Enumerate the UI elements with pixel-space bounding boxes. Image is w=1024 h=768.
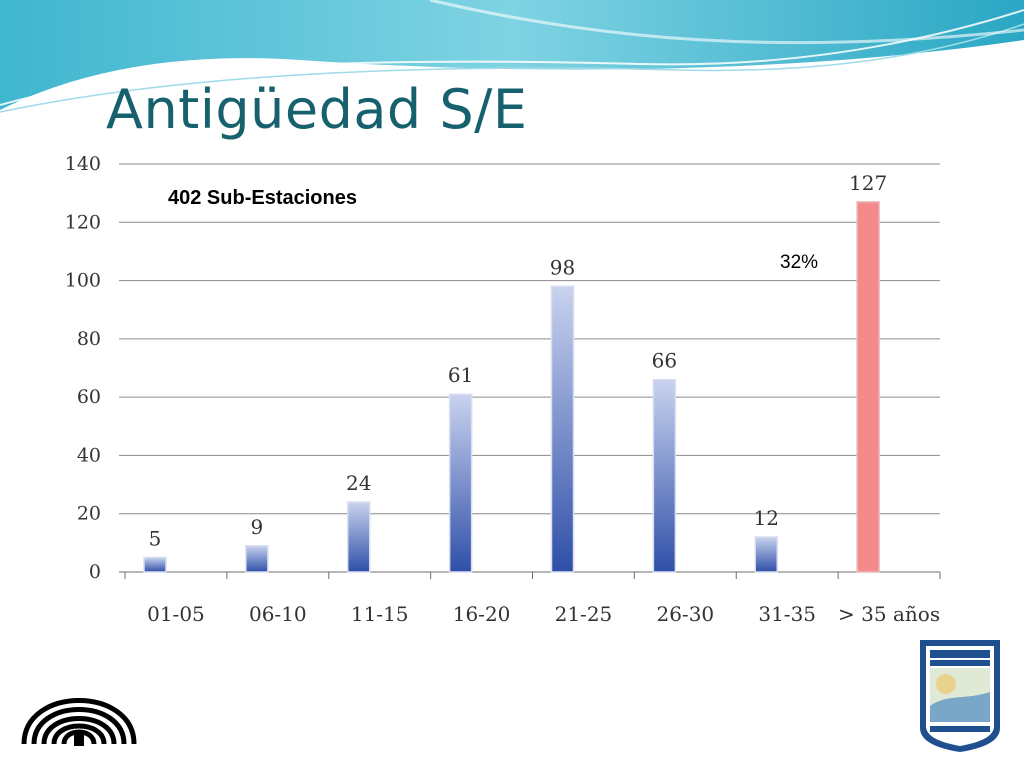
x-category-label: 31-35 — [758, 602, 816, 626]
gridlines — [119, 163, 941, 579]
labels: 0 20 40 60 80 100 120 140 5 01-05 9 06-10 24 11-15 61 1… — [65, 153, 940, 626]
x-category-label: 26-30 — [656, 602, 714, 626]
x-category-label: 01-05 — [147, 602, 205, 626]
y-tick-label: 80 — [77, 328, 101, 350]
data-label: 24 — [346, 471, 371, 495]
data-label: 5 — [149, 526, 162, 550]
data-label: 12 — [754, 506, 779, 530]
bar-35-a-os — [856, 201, 880, 573]
y-tick-label: 120 — [65, 211, 101, 233]
x-category-label: > 35 años — [838, 602, 940, 626]
data-label: 66 — [652, 349, 677, 373]
bar-01-05 — [143, 556, 167, 573]
data-label: 9 — [251, 515, 264, 539]
x-category-label: 21-25 — [555, 602, 613, 626]
bar-21-25 — [550, 285, 575, 573]
bar-11-15 — [347, 501, 371, 573]
responsibility-badge-logo — [920, 640, 1000, 752]
slide-title: Antigüedad S/E — [106, 78, 528, 141]
header-wave-decoration — [0, 0, 1024, 113]
y-tick-label: 100 — [65, 270, 101, 292]
bar-06-10 — [245, 545, 269, 573]
bar-26-30 — [652, 378, 677, 573]
bar-16-20 — [448, 393, 473, 573]
x-category-label: 11-15 — [351, 602, 409, 626]
x-category-label: 16-20 — [453, 602, 511, 626]
x-category-label: 06-10 — [249, 602, 307, 626]
data-label: 127 — [849, 171, 887, 195]
percentage-annotation: 32% — [780, 252, 818, 273]
bar-31-35 — [754, 536, 778, 573]
y-tick-label: 60 — [77, 386, 101, 408]
y-tick-label: 140 — [65, 153, 101, 175]
bars — [143, 201, 880, 573]
total-substations-annotation: 402 Sub-Estaciones — [168, 187, 357, 209]
y-tick-label: 40 — [77, 444, 101, 466]
university-arches-logo — [21, 698, 137, 746]
data-label: 61 — [448, 363, 473, 387]
y-tick-label: 20 — [77, 503, 101, 525]
y-tick-label: 0 — [89, 561, 101, 583]
data-label: 98 — [550, 255, 575, 279]
